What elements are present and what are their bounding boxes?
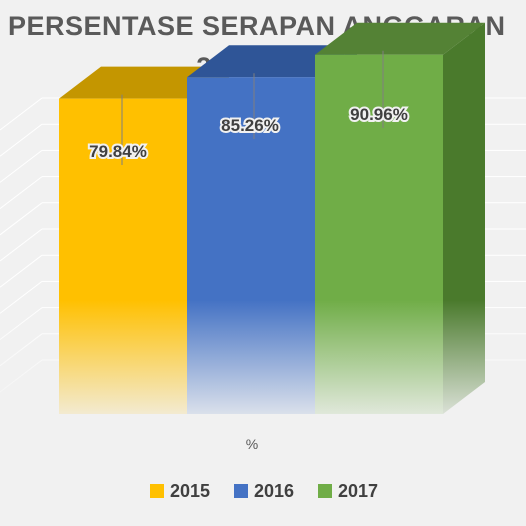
legend-swatch-2015 — [150, 484, 164, 498]
grid-line — [0, 97, 43, 131]
data-labels: 79.84% 85.26% 90.96% — [87, 50, 410, 165]
axis-labels: % — [246, 436, 258, 452]
legend-label-2017: 2017 — [338, 481, 378, 501]
bar-top-2016 — [187, 45, 357, 78]
legend-label-2016: 2016 — [254, 481, 294, 501]
grid-line — [0, 176, 43, 209]
data-label-2016: 85.26% — [221, 116, 279, 135]
grid-line — [0, 123, 43, 157]
floor-fade — [0, 300, 526, 425]
bar-top-2015 — [59, 66, 229, 99]
grid-line — [0, 202, 43, 236]
data-label-2017: 90.96% — [350, 105, 408, 124]
grid-line — [0, 228, 43, 262]
data-label-2015: 79.84% — [89, 142, 147, 161]
legend-label-2015: 2015 — [170, 481, 210, 501]
legend-swatch-2017 — [318, 484, 332, 498]
grid-line — [0, 150, 43, 183]
grid-line — [0, 254, 43, 288]
legend: 2015 2016 2017 — [150, 481, 378, 501]
x-axis-label: % — [246, 436, 258, 452]
bar-top-2017 — [315, 22, 485, 55]
floor-fade-overlay — [0, 300, 526, 425]
legend-swatch-2016 — [234, 484, 248, 498]
